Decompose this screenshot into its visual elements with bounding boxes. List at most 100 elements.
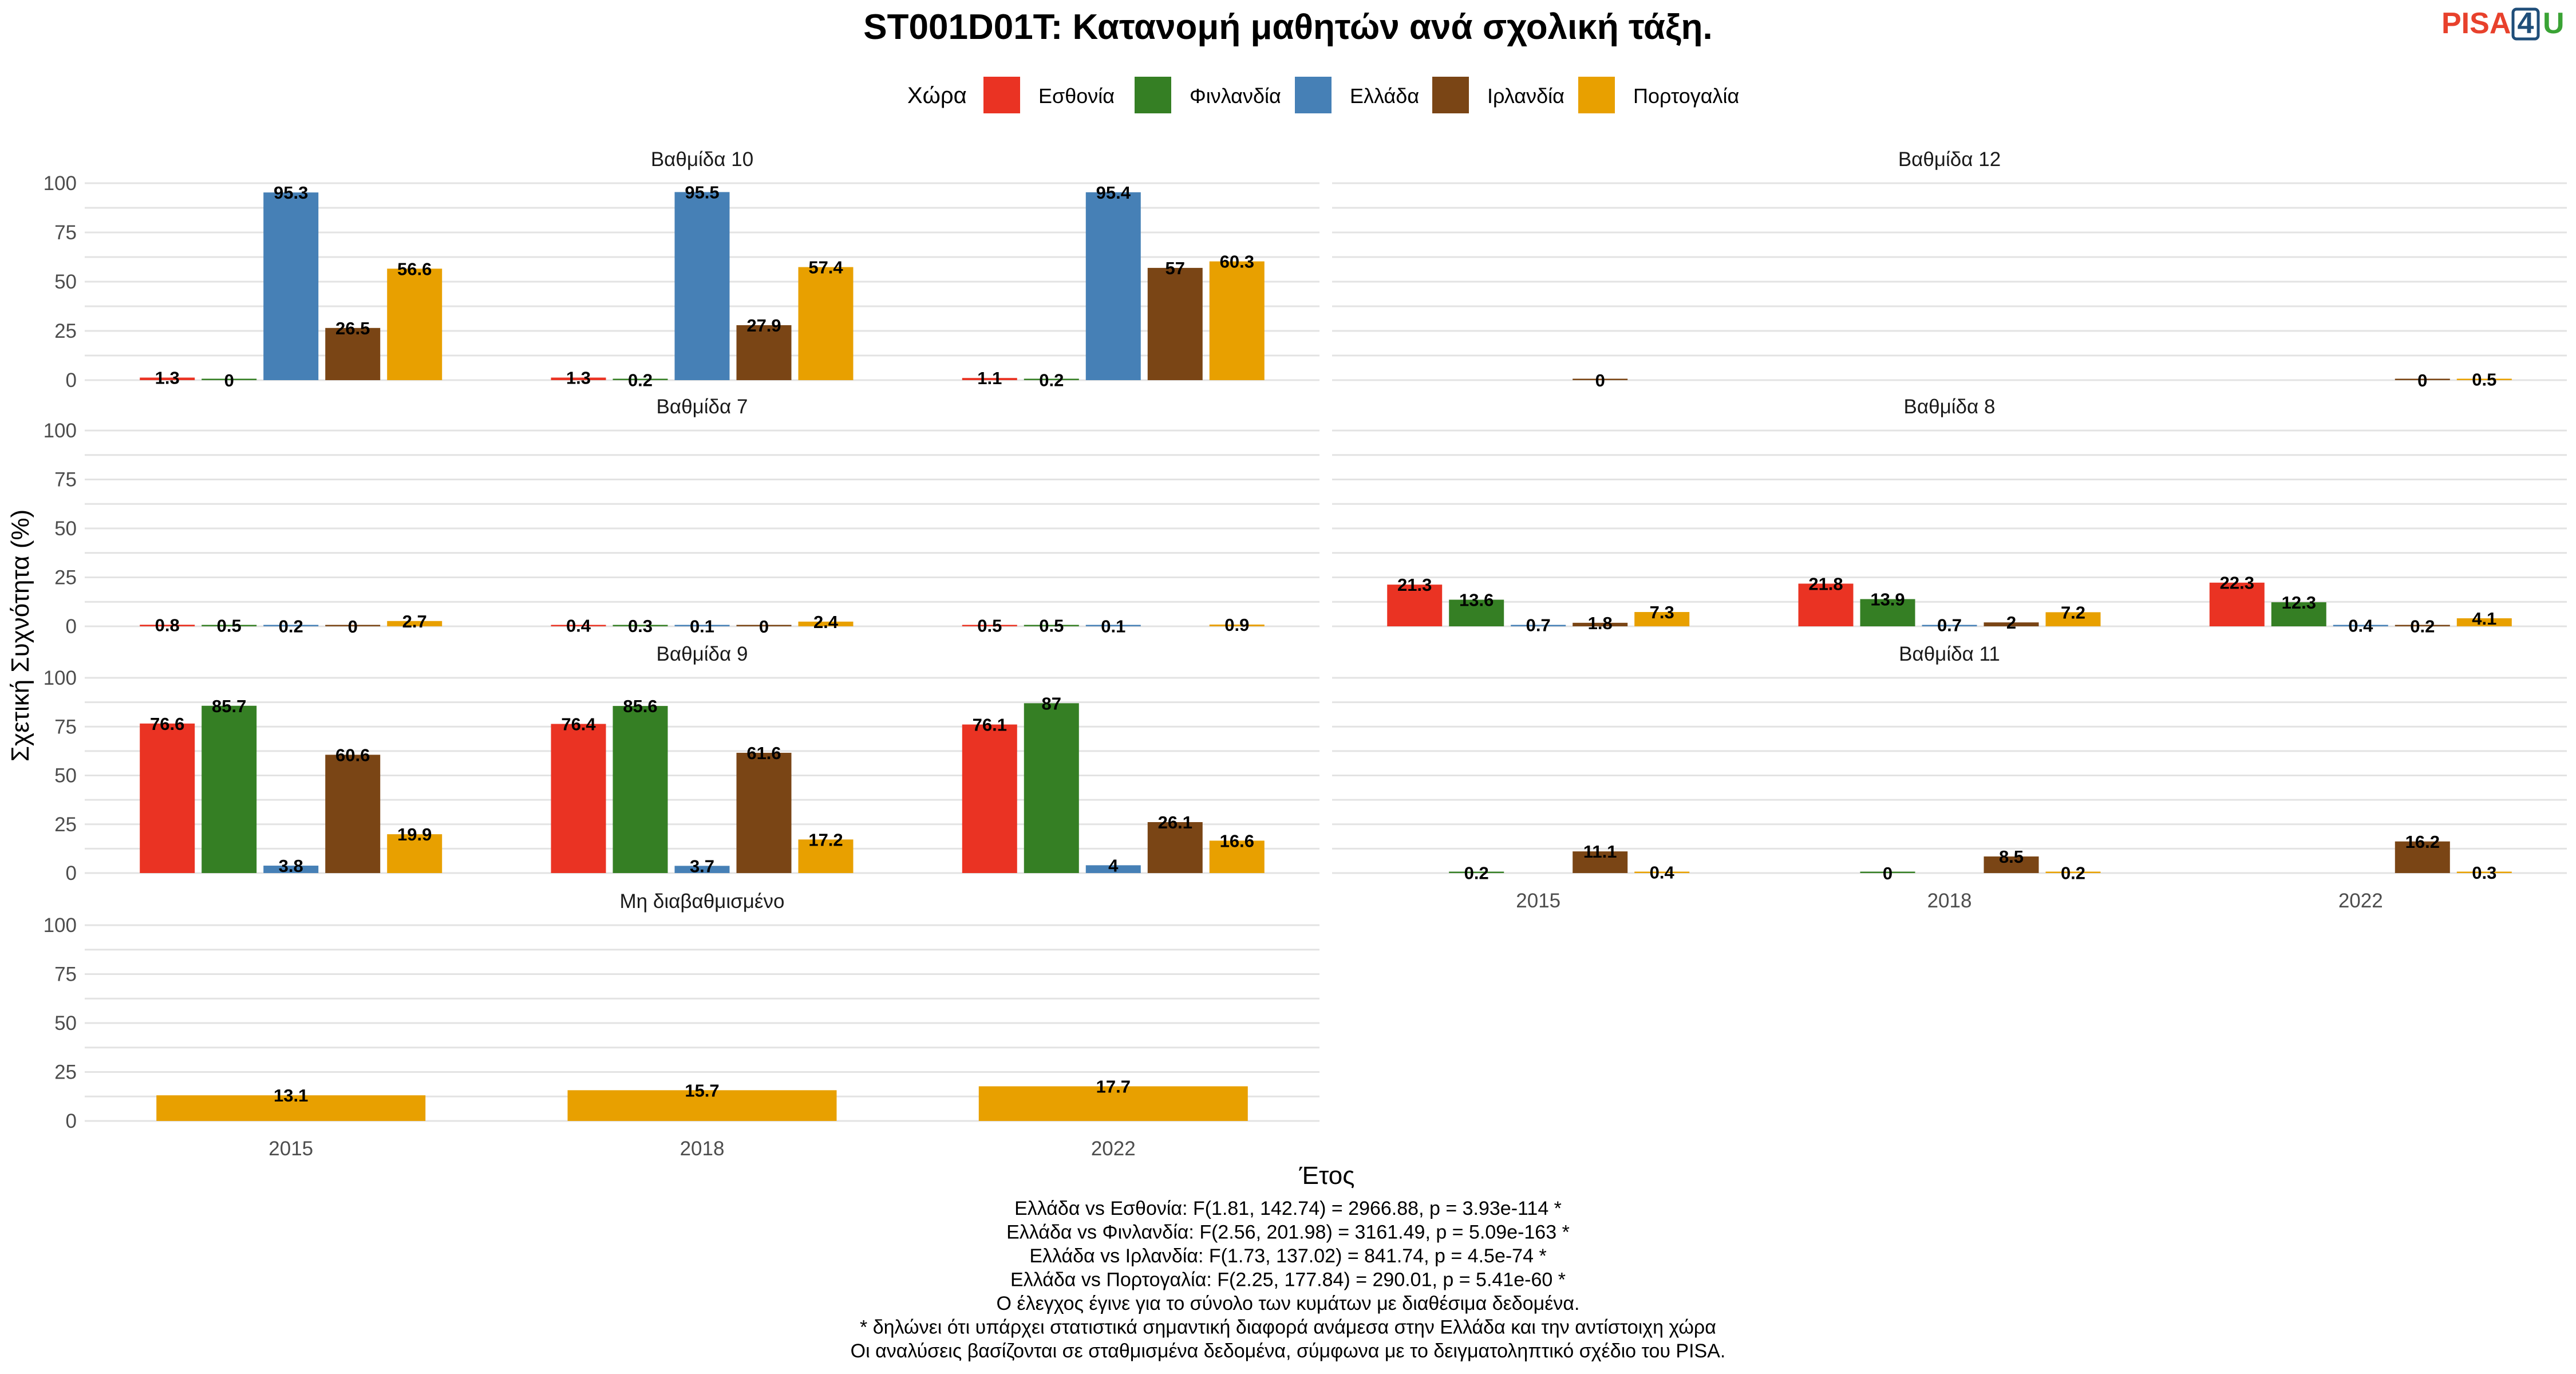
bar [325, 755, 381, 873]
y-tick-label: 25 [54, 567, 77, 589]
y-tick-label: 50 [54, 518, 77, 540]
y-tick-label: 0 [66, 1110, 77, 1132]
bar [2271, 602, 2326, 626]
bar [1024, 625, 1079, 626]
y-tick-label: 50 [54, 271, 77, 293]
bar [736, 752, 792, 873]
facet-label: Βαθμίδα 9 [657, 643, 748, 665]
bar-value-label: 15.7 [685, 1080, 719, 1100]
legend-label: Ιρλανδία [1487, 84, 1564, 108]
logo-text-4: 4 [2518, 7, 2534, 40]
bar-value-label: 7.3 [1650, 602, 1674, 622]
bar-value-label: 0 [1595, 370, 1605, 390]
bar [1024, 378, 1079, 380]
legend-label: Πορτογαλία [1633, 84, 1739, 108]
x-tick-label: 2015 [268, 1138, 313, 1160]
bar [2456, 871, 2512, 873]
bar [140, 377, 195, 380]
bar-value-label: 17.7 [1096, 1076, 1131, 1096]
bar [1860, 871, 1915, 873]
caption-line: Οι αναλύσεις βασίζονται σε σταθμισμένα δ… [851, 1340, 1726, 1362]
legend-item: Φινλανδία [1135, 77, 1281, 113]
bar [1449, 871, 1504, 873]
bar-value-label: 0.8 [155, 615, 180, 635]
x-tick-label: 2022 [2338, 890, 2383, 912]
bar [1573, 851, 1628, 873]
facet-label: Βαθμίδα 11 [1899, 643, 2000, 665]
y-tick-label: 75 [54, 716, 77, 738]
legend-swatch [983, 77, 1020, 113]
bar [1209, 840, 1265, 873]
bar [325, 327, 381, 380]
bar [263, 625, 319, 626]
bar-value-label: 0.2 [1039, 370, 1064, 390]
bar-value-label: 17.2 [808, 830, 843, 850]
x-tick-label: 2018 [1927, 890, 1972, 912]
bar [1085, 625, 1141, 626]
legend-swatch [1135, 77, 1171, 113]
bar-value-label: 13.1 [274, 1085, 308, 1105]
bar-value-label: 0.5 [977, 615, 1002, 635]
bar [2395, 378, 2450, 380]
bar-value-label: 3.8 [279, 856, 303, 876]
bar-value-label: 16.2 [2405, 832, 2440, 852]
caption-line: Ελλάδα vs Ιρλανδία: F(1.73, 137.02) = 84… [1029, 1245, 1546, 1267]
bar [1209, 624, 1265, 626]
y-tick-label: 50 [54, 765, 77, 787]
bar-value-label: 1.1 [977, 368, 1002, 388]
bar [736, 625, 792, 626]
y-tick-label: 0 [66, 615, 77, 638]
caption: Ελλάδα vs Εσθονία: F(1.81, 142.74) = 296… [851, 1198, 1726, 1362]
bar [798, 621, 854, 626]
x-tick-label: 2018 [680, 1138, 725, 1160]
bar-value-label: 27.9 [746, 315, 781, 335]
bar [387, 834, 442, 873]
bar [140, 723, 195, 873]
y-tick-label: 75 [54, 469, 77, 491]
x-tick-label: 2022 [1091, 1138, 1136, 1160]
y-tick-label: 75 [54, 222, 77, 244]
bar [613, 706, 668, 873]
bar [263, 192, 319, 380]
y-tick-label: 25 [54, 1061, 77, 1084]
y-tick-label: 100 [44, 420, 77, 442]
bar-value-label: 2.7 [402, 611, 427, 631]
legend-item: Πορτογαλία [1578, 77, 1739, 113]
bar-value-label: 21.3 [1397, 575, 1432, 595]
legend-label: Ελλάδα [1350, 84, 1419, 108]
bar [387, 269, 442, 380]
bar [613, 625, 668, 626]
bar [962, 378, 1017, 380]
facet-label: Βαθμίδα 10 [651, 148, 753, 171]
legend-label: Εσθονία [1038, 84, 1115, 108]
bar-value-label: 60.6 [335, 745, 370, 765]
caption-line: Ελλάδα vs Πορτογαλία: F(2.25, 177.84) = … [1010, 1269, 1566, 1291]
bar-value-label: 87 [1042, 693, 1061, 713]
bar [674, 866, 730, 873]
legend: Χώρα Εσθονία Φινλανδία Ελλάδα Ιρλανδία Πορτο… [907, 77, 1739, 113]
bar [567, 1090, 837, 1121]
caption-line: Ελλάδα vs Φινλανδία: F(2.56, 201.98) = 3… [1006, 1222, 1570, 1243]
facet-panel: Βαθμίδα 9 0 25 50 75 100 76.6 85.7 3.8 60.6 19.9 76… [44, 643, 1319, 885]
bar-value-label: 0.3 [628, 616, 653, 636]
bar [202, 705, 257, 873]
x-tick-label: 2015 [1516, 890, 1560, 912]
bar-value-label: 0 [2417, 370, 2427, 390]
bar [2395, 841, 2450, 873]
bar [202, 625, 257, 626]
legend-swatch [1578, 77, 1615, 113]
bar [156, 1095, 426, 1121]
legend-title: Χώρα [907, 83, 967, 108]
bar-value-label: 0.3 [2472, 863, 2496, 883]
bar-value-label: 0.1 [1101, 617, 1125, 637]
y-tick-label: 75 [54, 964, 77, 986]
bar-value-label: 0.7 [1937, 615, 1962, 635]
bar [674, 625, 730, 626]
caption-line: * δηλώνει ότι υπάρχει στατιστικά σημαντι… [860, 1317, 1716, 1339]
bar-value-label: 60.3 [1220, 252, 1254, 272]
bar-value-label: 0.4 [1650, 863, 1675, 883]
bar-value-label: 76.6 [150, 714, 184, 734]
bar-value-label: 4.1 [2472, 609, 2496, 629]
y-tick-label: 25 [54, 320, 77, 342]
